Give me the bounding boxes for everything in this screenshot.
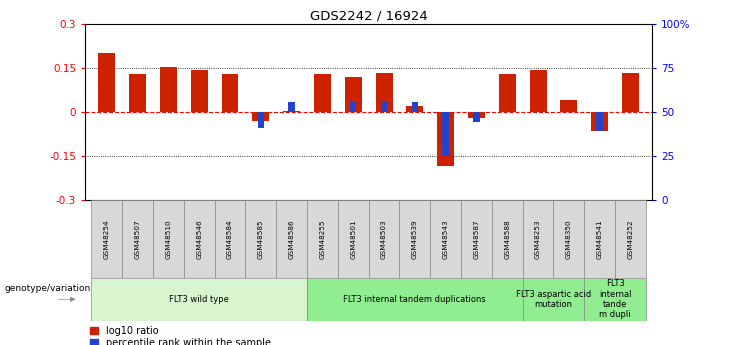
Bar bbox=[350, 102, 356, 112]
Text: GSM48253: GSM48253 bbox=[535, 219, 541, 259]
FancyBboxPatch shape bbox=[276, 200, 307, 278]
Bar bbox=[253, 112, 269, 121]
Bar bbox=[473, 112, 479, 122]
FancyBboxPatch shape bbox=[369, 200, 399, 278]
Bar bbox=[288, 102, 295, 112]
FancyBboxPatch shape bbox=[184, 200, 215, 278]
Bar bbox=[258, 112, 264, 128]
Text: GSM48350: GSM48350 bbox=[566, 219, 572, 259]
FancyBboxPatch shape bbox=[522, 200, 554, 278]
FancyBboxPatch shape bbox=[245, 200, 276, 278]
Bar bbox=[222, 74, 239, 112]
FancyBboxPatch shape bbox=[431, 200, 461, 278]
Legend: log10 ratio, percentile rank within the sample: log10 ratio, percentile rank within the … bbox=[90, 326, 270, 345]
Text: GSM48507: GSM48507 bbox=[135, 219, 141, 259]
Text: GSM48503: GSM48503 bbox=[381, 219, 387, 259]
FancyBboxPatch shape bbox=[554, 200, 585, 278]
Bar bbox=[376, 72, 393, 112]
Bar bbox=[190, 70, 207, 112]
Bar bbox=[283, 111, 300, 112]
FancyBboxPatch shape bbox=[522, 278, 585, 321]
Title: GDS2242 / 16924: GDS2242 / 16924 bbox=[310, 10, 428, 23]
Text: FLT3
internal
tande
m dupli: FLT3 internal tande m dupli bbox=[599, 279, 631, 319]
Bar bbox=[499, 74, 516, 112]
Bar bbox=[99, 53, 116, 112]
Text: GSM48585: GSM48585 bbox=[258, 219, 264, 259]
Text: GSM48586: GSM48586 bbox=[289, 219, 295, 259]
Bar bbox=[560, 100, 577, 112]
Text: GSM48541: GSM48541 bbox=[597, 219, 602, 259]
Bar bbox=[591, 112, 608, 131]
Bar bbox=[622, 72, 639, 112]
Text: FLT3 internal tandem duplications: FLT3 internal tandem duplications bbox=[344, 295, 486, 304]
Text: GSM48587: GSM48587 bbox=[473, 219, 479, 259]
Text: GSM48588: GSM48588 bbox=[505, 219, 511, 259]
Text: GSM48510: GSM48510 bbox=[165, 219, 171, 259]
FancyBboxPatch shape bbox=[122, 200, 153, 278]
Bar bbox=[412, 102, 418, 112]
Text: GSM48543: GSM48543 bbox=[442, 219, 448, 259]
FancyBboxPatch shape bbox=[307, 200, 338, 278]
Bar bbox=[597, 112, 603, 131]
Text: GSM48255: GSM48255 bbox=[319, 219, 325, 259]
Bar bbox=[160, 67, 177, 112]
FancyBboxPatch shape bbox=[91, 200, 122, 278]
Bar bbox=[437, 112, 454, 166]
Text: GSM48539: GSM48539 bbox=[412, 219, 418, 259]
Bar bbox=[381, 102, 388, 112]
Bar bbox=[345, 77, 362, 112]
FancyBboxPatch shape bbox=[492, 200, 522, 278]
FancyBboxPatch shape bbox=[307, 278, 522, 321]
Text: GSM48501: GSM48501 bbox=[350, 219, 356, 259]
FancyBboxPatch shape bbox=[338, 200, 369, 278]
Text: GSM48252: GSM48252 bbox=[628, 219, 634, 259]
FancyBboxPatch shape bbox=[585, 200, 615, 278]
FancyBboxPatch shape bbox=[461, 200, 492, 278]
Bar bbox=[406, 106, 423, 112]
Bar bbox=[530, 70, 547, 112]
Text: FLT3 wild type: FLT3 wild type bbox=[169, 295, 229, 304]
FancyBboxPatch shape bbox=[615, 200, 646, 278]
FancyBboxPatch shape bbox=[91, 278, 307, 321]
FancyBboxPatch shape bbox=[153, 200, 184, 278]
Bar bbox=[314, 74, 331, 112]
Text: GSM48546: GSM48546 bbox=[196, 219, 202, 259]
Text: GSM48254: GSM48254 bbox=[104, 219, 110, 259]
Text: genotype/variation: genotype/variation bbox=[4, 284, 90, 293]
Bar bbox=[468, 112, 485, 118]
FancyBboxPatch shape bbox=[399, 200, 431, 278]
Bar bbox=[129, 74, 146, 112]
FancyBboxPatch shape bbox=[585, 278, 646, 321]
Text: FLT3 aspartic acid
mutation: FLT3 aspartic acid mutation bbox=[516, 289, 591, 309]
FancyBboxPatch shape bbox=[215, 200, 245, 278]
Text: GSM48584: GSM48584 bbox=[227, 219, 233, 259]
Bar bbox=[442, 112, 449, 155]
